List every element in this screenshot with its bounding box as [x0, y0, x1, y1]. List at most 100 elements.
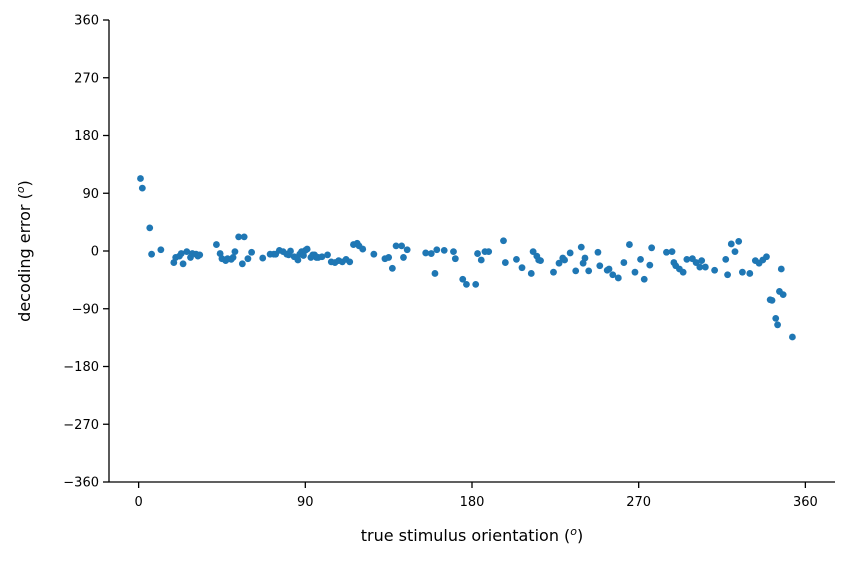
- x-tick-label: 360: [793, 495, 818, 510]
- data-point: [711, 266, 719, 274]
- data-point: [777, 265, 785, 273]
- y-tick-label: 270: [74, 71, 99, 86]
- data-point: [501, 259, 509, 266]
- y-ticks: −360 −270 −180 −90 0 90 180 270 360: [63, 14, 109, 491]
- data-point: [779, 291, 787, 299]
- data-point: [626, 241, 633, 248]
- data-point: [450, 248, 457, 256]
- data-point: [472, 280, 480, 288]
- data-point: [137, 175, 144, 182]
- x-tick-label: 180: [460, 495, 485, 510]
- data-point: [648, 244, 656, 252]
- data-point: [179, 260, 187, 268]
- y-tick-label: −360: [63, 476, 99, 491]
- y-tick-label: −90: [72, 302, 99, 317]
- data-point: [746, 270, 754, 277]
- data-point: [287, 247, 294, 255]
- data-point: [229, 254, 237, 261]
- data-point: [646, 261, 654, 269]
- data-point: [392, 242, 400, 250]
- data-point: [213, 241, 220, 248]
- data-point: [724, 271, 731, 279]
- data-point: [577, 243, 585, 251]
- data-point: [238, 260, 246, 268]
- data-point: [620, 259, 628, 266]
- data-point: [398, 242, 406, 250]
- data-point: [231, 248, 239, 256]
- data-point: [614, 274, 622, 282]
- data-point: [640, 275, 648, 283]
- data-point: [463, 280, 470, 288]
- data-point: [594, 248, 602, 256]
- data-point: [431, 270, 439, 277]
- x-tick-label: 270: [626, 495, 651, 510]
- data-point: [244, 255, 252, 263]
- data-point: [518, 264, 526, 272]
- x-axis-label: true stimulus orientation (o): [361, 525, 584, 546]
- data-point: [585, 267, 593, 275]
- data-point: [400, 254, 407, 261]
- data-point: [561, 256, 569, 264]
- data-point: [485, 248, 493, 256]
- data-point: [698, 257, 706, 265]
- x-ticks: 0 90 180 270 360: [134, 482, 818, 510]
- data-point: [303, 245, 311, 253]
- data-point: [566, 249, 574, 257]
- data-point: [300, 252, 307, 259]
- data-point: [579, 259, 587, 267]
- data-point: [537, 257, 544, 265]
- y-tick-label: 0: [91, 245, 99, 260]
- data-point: [346, 258, 354, 266]
- data-point: [789, 333, 796, 341]
- data-point: [440, 246, 448, 254]
- data-point: [609, 271, 617, 279]
- data-point: [683, 255, 691, 263]
- data-point: [294, 256, 302, 264]
- data-points: [137, 175, 796, 341]
- data-point: [731, 248, 739, 256]
- data-point: [451, 255, 459, 263]
- data-point: [474, 250, 481, 257]
- data-point: [727, 240, 735, 248]
- data-point: [500, 237, 507, 245]
- data-point: [318, 253, 326, 261]
- data-point: [527, 270, 535, 277]
- data-point: [177, 250, 185, 257]
- data-point: [529, 248, 537, 256]
- data-point: [324, 251, 331, 259]
- data-point: [581, 254, 589, 262]
- x-tick-label: 0: [134, 495, 142, 510]
- data-point: [216, 250, 224, 257]
- data-point: [772, 314, 780, 322]
- data-point: [427, 250, 435, 257]
- y-tick-label: 360: [74, 14, 99, 29]
- data-point: [550, 268, 557, 276]
- data-point: [679, 268, 687, 276]
- data-point: [459, 275, 467, 283]
- y-tick-label: 90: [82, 187, 99, 202]
- data-point: [637, 255, 644, 263]
- data-point: [735, 237, 743, 245]
- data-point: [555, 259, 563, 267]
- data-point: [422, 249, 430, 257]
- data-point: [768, 297, 776, 304]
- data-point: [157, 246, 165, 254]
- data-point: [170, 259, 178, 266]
- data-point: [183, 248, 191, 256]
- data-point: [385, 254, 393, 261]
- data-point: [701, 263, 709, 271]
- data-point: [668, 248, 676, 256]
- data-point: [403, 246, 411, 254]
- data-point: [477, 256, 485, 264]
- data-point: [359, 245, 367, 253]
- data-point: [692, 259, 700, 266]
- data-point: [146, 224, 154, 232]
- data-point: [605, 265, 613, 273]
- data-point: [196, 251, 204, 259]
- data-point: [370, 250, 378, 258]
- data-point: [248, 248, 256, 256]
- y-tick-label: 180: [74, 129, 99, 144]
- data-point: [240, 233, 248, 241]
